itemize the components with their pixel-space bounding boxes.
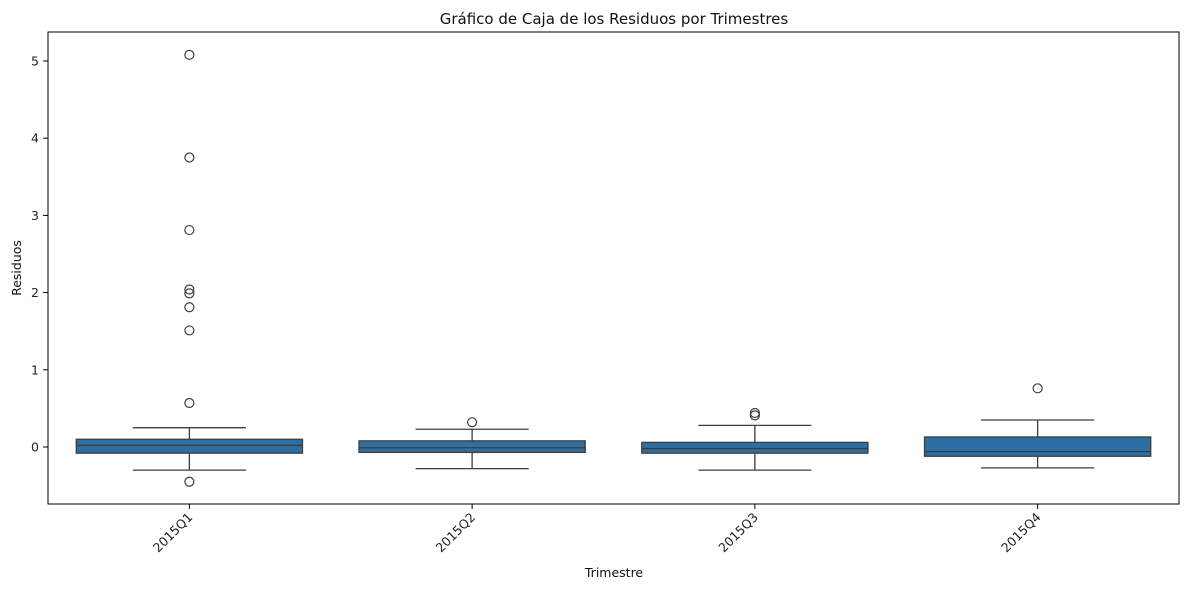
x-tick-label: 2015Q3 (715, 510, 761, 556)
outlier-point (184, 152, 195, 163)
y-tick-label: 4 (31, 131, 39, 146)
y-axis-title: Residuos (9, 240, 24, 296)
box-group-2015Q3 (641, 407, 869, 471)
outlier-point (184, 288, 195, 299)
plot-frame (47, 31, 1180, 505)
outlier-point (749, 410, 760, 421)
chart-title: Gráfico de Caja de los Residuos por Trim… (440, 10, 789, 28)
outlier-point (184, 476, 195, 487)
box-iqr (358, 440, 586, 454)
outlier-point (184, 49, 195, 60)
box-group-2015Q4 (923, 383, 1152, 469)
box-iqr (641, 441, 869, 454)
outlier-point (1032, 383, 1043, 394)
outlier-point (184, 325, 195, 336)
y-tick-label: 2 (31, 285, 39, 300)
box-group-2015Q2 (358, 417, 586, 470)
box-group-2015Q1 (75, 49, 304, 487)
plot-area (75, 49, 1152, 487)
y-tick-label: 1 (31, 362, 39, 377)
outlier-point (184, 302, 195, 313)
y-tick-label: 5 (31, 54, 39, 69)
outlier-point (467, 417, 478, 428)
x-tick-label: 2015Q2 (433, 510, 479, 556)
x-axis: 2015Q1 2015Q2 2015Q3 2015Q4 (150, 504, 1044, 555)
y-axis: 0 1 2 3 4 5 (31, 54, 48, 455)
outlier-point (184, 397, 195, 409)
y-tick-label: 3 (31, 208, 39, 223)
box-iqr (75, 438, 304, 454)
y-tick-label: 0 (31, 440, 39, 455)
outlier-point (184, 284, 195, 295)
outlier-point (184, 224, 195, 236)
x-axis-title: Trimestre (584, 565, 644, 580)
x-tick-label: 2015Q1 (150, 510, 196, 556)
box-iqr (923, 436, 1152, 457)
x-tick-label: 2015Q4 (998, 509, 1044, 555)
